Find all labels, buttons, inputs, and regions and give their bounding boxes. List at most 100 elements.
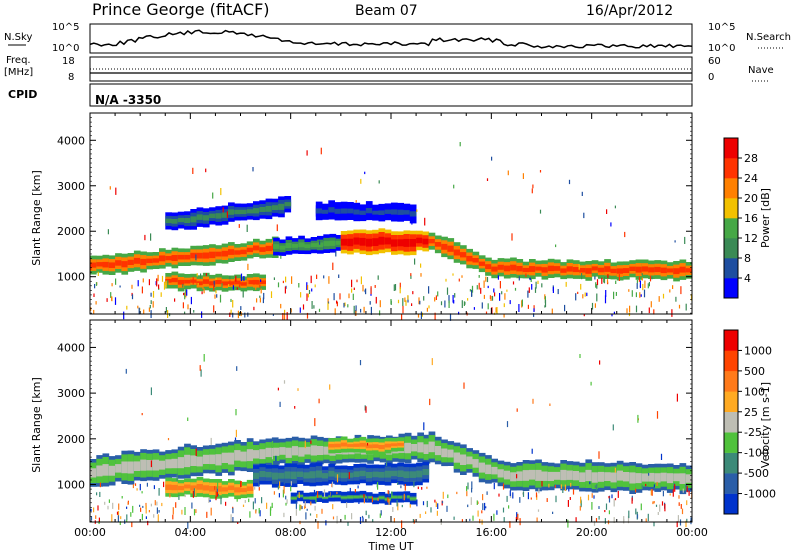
velocity-colorbar-tick-label: 25 [744, 406, 758, 419]
power-cell [253, 279, 260, 285]
power-noise-cell [604, 295, 607, 304]
power-cell [397, 239, 404, 247]
velocity-cell [334, 495, 342, 497]
power-noise-cell [377, 275, 379, 280]
velocity-noise-cell [623, 516, 625, 524]
power-noise-cell [453, 184, 455, 189]
power-noise-cell [336, 301, 338, 307]
velocity-noise-cell [161, 502, 163, 507]
power-noise-cell [353, 305, 355, 314]
power-noise-cell [459, 142, 461, 147]
power-noise-cell [638, 276, 640, 282]
velocity-noise-cell [329, 384, 331, 390]
velocity-colorbar-segment [724, 350, 738, 372]
power-noise-cell [148, 279, 150, 286]
velocity-cell [529, 469, 536, 480]
nave-tick-top: 60 [708, 56, 721, 67]
power-noise-cell [390, 299, 392, 305]
freq-tick-top: 18 [62, 56, 75, 67]
velocity-noise-cell [314, 505, 316, 511]
velocity-noise-cell [531, 448, 533, 454]
power-noise-cell [158, 287, 160, 290]
power-noise-cell [449, 313, 452, 321]
power-noise-cell [259, 295, 261, 298]
velocity-noise-cell [636, 514, 639, 519]
velocity-noise-cell [332, 504, 334, 510]
velocity-cell [397, 442, 404, 446]
power-noise-cell [374, 285, 376, 288]
power-heatmap [90, 142, 693, 321]
power-noise-cell [201, 291, 203, 295]
velocity-cell [278, 472, 285, 479]
power-noise-cell [214, 294, 216, 299]
velocity-noise-cell [236, 366, 238, 371]
power-noise-cell [614, 205, 616, 209]
velocity-noise-cell [269, 508, 272, 516]
power-noise-cell [615, 292, 617, 296]
velocity-noise-cell [96, 492, 98, 496]
power-cell [184, 279, 191, 284]
power-noise-cell [434, 297, 436, 302]
power-noise-cell [635, 305, 638, 313]
velocity-noise-cell [156, 507, 158, 514]
power-noise-cell [196, 273, 198, 277]
velocity-band [503, 459, 693, 495]
velocity-cell [572, 471, 580, 481]
velocity-noise-cell [506, 421, 509, 428]
power-noise-cell [577, 291, 579, 294]
velocity-noise-cell [117, 510, 120, 519]
power-noise-cell [651, 276, 653, 280]
power-noise-cell [160, 292, 162, 297]
velocity-noise-cell [192, 490, 194, 498]
velocity-colorbar-tick-label: -100 [744, 447, 769, 460]
velocity-noise-cell [316, 514, 318, 518]
velocity-noise-cell [614, 498, 617, 501]
velocity-noise-cell [431, 358, 433, 366]
velocity-cell [108, 465, 116, 476]
power-noise-cell [411, 303, 413, 306]
power-noise-cell [185, 289, 187, 298]
power-noise-cell [419, 300, 421, 305]
velocity-noise-cell [570, 482, 572, 487]
velocity-cell [441, 448, 448, 458]
velocity-noise-cell [283, 482, 285, 485]
time-tick-label: 04:00 [174, 526, 206, 539]
power-cell [409, 239, 417, 247]
velocity-noise-cell [482, 494, 484, 501]
velocity-noise-cell [537, 509, 540, 512]
power-noise-cell [186, 289, 188, 296]
velocity-noise-cell [387, 497, 389, 503]
velocity-cell [340, 472, 348, 479]
power-noise-cell [195, 254, 197, 261]
velocity-noise-cell [419, 513, 421, 518]
velocity-noise-cell [172, 507, 174, 515]
power-noise-cell [344, 302, 346, 307]
power-cell [391, 239, 398, 247]
power-noise-cell [435, 295, 437, 300]
velocity-noise-cell [403, 493, 405, 501]
power-noise-cell [190, 296, 192, 305]
velocity-noise-cell [301, 506, 303, 510]
power-cell [317, 242, 324, 248]
velocity-noise-cell [136, 488, 138, 491]
power-noise-cell [156, 278, 158, 287]
power-noise-cell [615, 280, 617, 284]
velocity-noise-cell [347, 521, 349, 526]
velocity-noise-cell [613, 517, 615, 523]
power-noise-cell [184, 292, 186, 300]
velocity-noise-cell [538, 488, 540, 494]
velocity-colorbar-segment [724, 473, 738, 494]
power-noise-cell [512, 281, 515, 285]
velocity-cell [404, 442, 412, 454]
power-cell [397, 209, 404, 215]
velocity-cell [378, 471, 386, 478]
velocity-noise-cell [175, 502, 177, 508]
velocity-noise-cell [599, 360, 601, 365]
velocity-noise-cell [236, 496, 238, 502]
power-noise-cell [490, 296, 492, 301]
power-noise-cell [318, 308, 321, 312]
velocity-cell [127, 461, 135, 474]
power-noise-cell [200, 273, 202, 279]
velocity-noise-cell [653, 484, 655, 488]
